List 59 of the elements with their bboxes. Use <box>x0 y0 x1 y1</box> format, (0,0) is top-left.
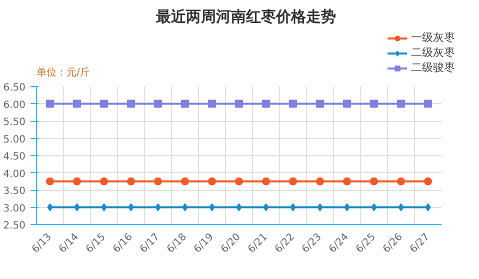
point <box>236 203 242 212</box>
y-tick-label: 6.00 <box>3 100 26 111</box>
point <box>397 100 405 108</box>
point <box>398 203 404 212</box>
point <box>370 100 378 108</box>
point <box>127 100 135 108</box>
y-tick-label: 2.50 <box>3 220 26 232</box>
point <box>343 100 351 108</box>
point <box>100 100 108 108</box>
y-tick-label: 3.50 <box>3 186 26 197</box>
point <box>344 203 350 212</box>
point <box>47 203 53 212</box>
y-axis-title: 单位：元/斤 <box>36 66 90 78</box>
point <box>317 203 323 212</box>
point <box>100 177 108 186</box>
point <box>101 203 107 212</box>
point <box>371 203 377 212</box>
point <box>263 203 269 212</box>
point <box>127 177 135 186</box>
legend-label: 二级灰枣 <box>411 45 455 60</box>
point <box>181 100 189 108</box>
point <box>262 177 270 186</box>
point <box>289 100 297 108</box>
point <box>154 177 162 186</box>
point <box>73 177 81 186</box>
legend-label: 一级灰枣 <box>411 30 455 45</box>
point <box>370 177 378 186</box>
point <box>262 100 270 108</box>
point <box>208 100 216 108</box>
point <box>397 177 405 186</box>
point <box>181 177 189 186</box>
point <box>209 203 215 212</box>
point <box>46 177 54 186</box>
y-tick-label: 5.50 <box>3 117 26 128</box>
point <box>182 203 188 212</box>
point <box>316 177 324 186</box>
point <box>235 100 243 108</box>
point <box>425 203 431 212</box>
point <box>46 100 54 108</box>
point <box>154 100 162 108</box>
y-tick-label: 3.00 <box>3 203 26 214</box>
point <box>128 203 134 212</box>
point <box>290 203 296 212</box>
point <box>424 100 432 108</box>
y-tick-label: 4.50 <box>3 152 26 162</box>
chart-title: 最近两周河南红枣价格走势 <box>155 8 336 26</box>
y-tick-label: 5.00 <box>3 134 26 146</box>
point <box>74 203 80 212</box>
point <box>289 177 297 186</box>
point <box>208 177 216 186</box>
point <box>155 203 161 212</box>
legend-label: 二级骏枣 <box>411 60 455 75</box>
point <box>316 100 324 108</box>
y-tick-label: 4.00 <box>3 168 26 180</box>
point <box>343 177 351 186</box>
point <box>73 100 81 108</box>
point <box>235 177 243 186</box>
point <box>424 177 432 186</box>
y-tick-label: 6.50 <box>3 82 26 94</box>
